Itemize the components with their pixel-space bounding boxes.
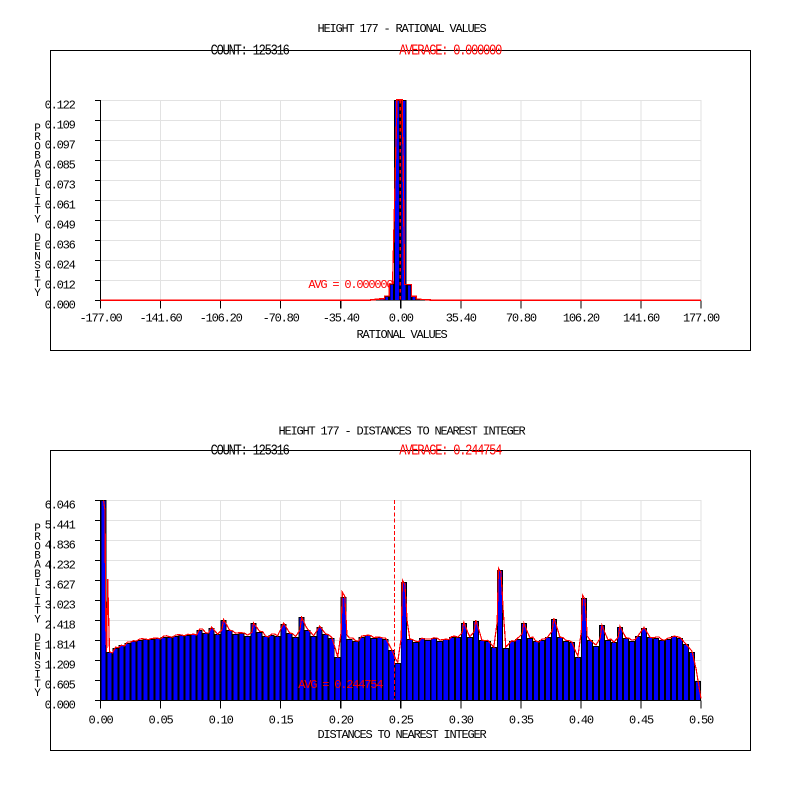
svg-text:0.000: 0.000: [45, 698, 76, 712]
svg-text:0.45: 0.45: [629, 713, 654, 727]
svg-text:0.10: 0.10: [209, 713, 234, 727]
svg-text:0.097: 0.097: [45, 138, 76, 152]
svg-text:0.036: 0.036: [45, 238, 76, 252]
svg-text:1.209: 1.209: [45, 658, 76, 672]
svg-text:COUNT: 125316: COUNT: 125316: [211, 443, 290, 459]
svg-text:0.605: 0.605: [45, 678, 76, 692]
svg-text:2.418: 2.418: [45, 618, 76, 632]
svg-text:Y: Y: [34, 215, 41, 227]
svg-text:0.35: 0.35: [509, 713, 534, 727]
svg-text:3.023: 3.023: [45, 598, 76, 612]
svg-text:0.25: 0.25: [389, 713, 414, 727]
svg-text:-177.00: -177.00: [79, 312, 122, 326]
svg-text:4.836: 4.836: [45, 538, 76, 552]
svg-text:AVG = 0.244754: AVG = 0.244754: [298, 678, 383, 692]
svg-text:AVERAGE: 0.244754: AVERAGE: 0.244754: [399, 443, 502, 459]
svg-text:0.012: 0.012: [45, 278, 76, 292]
svg-text:0.50: 0.50: [689, 713, 714, 727]
svg-text:Y: Y: [34, 688, 41, 700]
svg-text:0.085: 0.085: [45, 158, 76, 172]
svg-text:-35.40: -35.40: [323, 312, 360, 326]
svg-text:AVG = 0.0000000: AVG = 0.0000000: [308, 278, 399, 292]
svg-text:5.441: 5.441: [45, 518, 76, 532]
svg-text:0.000: 0.000: [45, 298, 76, 312]
svg-text:HEIGHT 177 - DISTANCES TO NEAR: HEIGHT 177 - DISTANCES TO NEAREST INTEGE…: [278, 425, 525, 439]
svg-text:0.024: 0.024: [45, 258, 76, 272]
svg-text:0.30: 0.30: [449, 713, 474, 727]
svg-text:Y: Y: [34, 288, 41, 300]
svg-text:0.049: 0.049: [45, 218, 76, 232]
svg-text:106.20: 106.20: [563, 312, 600, 326]
svg-text:0.061: 0.061: [45, 198, 76, 212]
svg-text:3.627: 3.627: [45, 578, 76, 592]
svg-text:0.073: 0.073: [45, 178, 76, 192]
svg-text:0.00: 0.00: [389, 312, 414, 326]
svg-text:0.00: 0.00: [88, 713, 113, 727]
svg-text:-106.20: -106.20: [200, 312, 243, 326]
svg-text:0.05: 0.05: [149, 713, 174, 727]
svg-text:HEIGHT 177 - RATIONAL VALUES: HEIGHT 177 - RATIONAL VALUES: [317, 22, 486, 36]
svg-text:70.80: 70.80: [506, 312, 537, 326]
svg-text:141.60: 141.60: [623, 312, 660, 326]
svg-text:-141.60: -141.60: [140, 312, 183, 326]
svg-text:Y: Y: [34, 615, 41, 627]
svg-text:1.814: 1.814: [45, 638, 76, 652]
svg-text:177.00: 177.00: [683, 312, 720, 326]
svg-text:0.15: 0.15: [269, 713, 294, 727]
svg-text:DISTANCES TO NEAREST INTEGER: DISTANCES TO NEAREST INTEGER: [317, 728, 486, 742]
svg-text:0.122: 0.122: [45, 98, 76, 112]
svg-text:0.40: 0.40: [569, 713, 594, 727]
svg-text:-70.80: -70.80: [263, 312, 300, 326]
svg-text:RATIONAL VALUES: RATIONAL VALUES: [356, 328, 447, 342]
svg-text:AVERAGE: 0.000000: AVERAGE: 0.000000: [399, 43, 502, 59]
svg-text:COUNT: 125316: COUNT: 125316: [211, 43, 290, 59]
svg-text:0.109: 0.109: [45, 118, 76, 132]
svg-text:35.40: 35.40: [446, 312, 477, 326]
svg-text:4.232: 4.232: [45, 558, 76, 572]
svg-text:0.20: 0.20: [329, 713, 354, 727]
svg-text:6.046: 6.046: [45, 498, 76, 512]
